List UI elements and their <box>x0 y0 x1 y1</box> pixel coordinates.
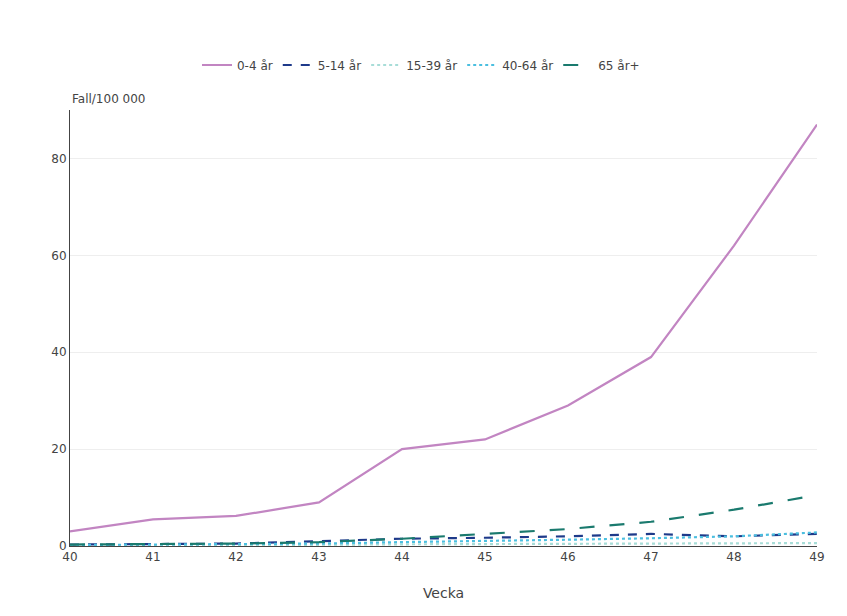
svg-text:42: 42 <box>228 550 243 564</box>
svg-text:47: 47 <box>643 550 658 564</box>
svg-text:80: 80 <box>51 152 66 166</box>
svg-text:15-39 år: 15-39 år <box>406 59 457 73</box>
svg-text:Vecka: Vecka <box>423 585 464 601</box>
svg-text:49: 49 <box>809 550 824 564</box>
svg-text:44: 44 <box>394 550 409 564</box>
svg-text:5-14 år: 5-14 år <box>318 59 361 73</box>
svg-text:46: 46 <box>560 550 575 564</box>
svg-text:65 år+: 65 år+ <box>598 59 639 73</box>
svg-text:40: 40 <box>51 345 66 359</box>
svg-text:48: 48 <box>726 550 741 564</box>
svg-text:41: 41 <box>145 550 160 564</box>
svg-text:40: 40 <box>62 550 77 564</box>
svg-text:0: 0 <box>59 539 67 553</box>
svg-text:45: 45 <box>477 550 492 564</box>
svg-text:40-64 år: 40-64 år <box>502 59 553 73</box>
svg-text:20: 20 <box>51 442 66 456</box>
svg-text:Fall/100 000: Fall/100 000 <box>72 92 146 106</box>
svg-text:60: 60 <box>51 249 66 263</box>
svg-text:0-4 år: 0-4 år <box>237 59 273 73</box>
svg-text:43: 43 <box>311 550 326 564</box>
